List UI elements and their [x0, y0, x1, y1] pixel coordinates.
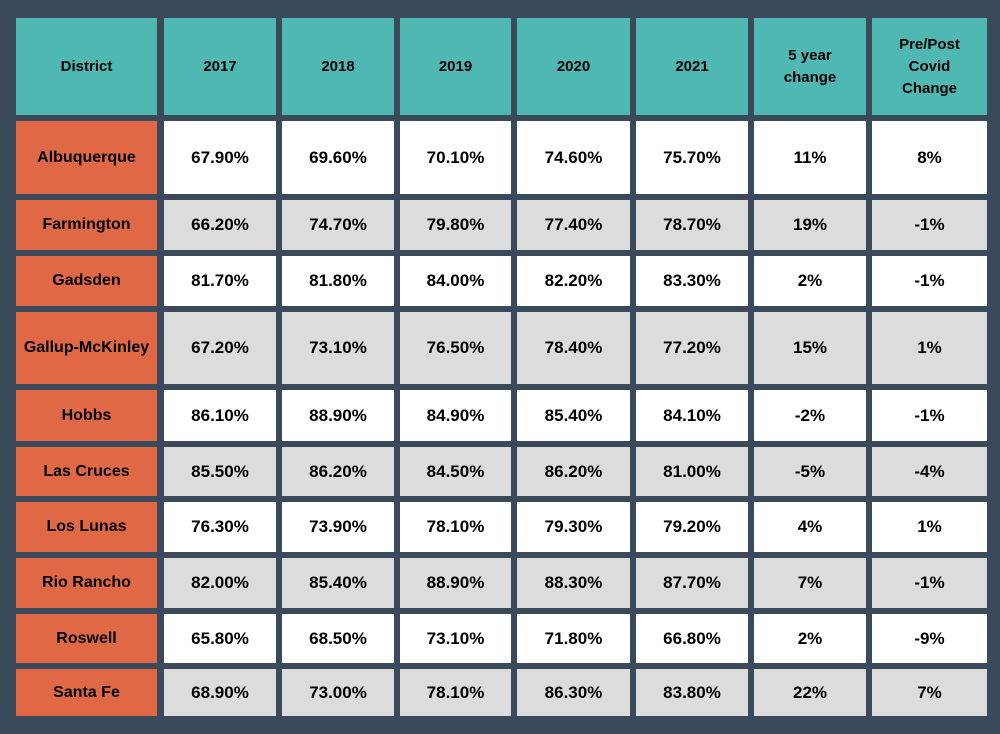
value-cell: 81.80% — [282, 256, 394, 306]
value-cell: 78.10% — [400, 502, 511, 552]
value-cell: 79.80% — [400, 200, 511, 250]
value-cell: 85.40% — [282, 558, 394, 608]
header-cell: Pre/Post Covid Change — [872, 18, 987, 115]
value-cell: 86.30% — [517, 669, 630, 716]
value-cell: 78.40% — [517, 312, 630, 384]
value-cell: 87.70% — [636, 558, 748, 608]
value-cell: 78.70% — [636, 200, 748, 250]
value-cell: 11% — [754, 121, 866, 194]
value-cell: 66.20% — [164, 200, 276, 250]
value-cell: 84.90% — [400, 390, 511, 441]
value-cell: 81.70% — [164, 256, 276, 306]
value-cell: 68.90% — [164, 669, 276, 716]
value-cell: 7% — [872, 669, 987, 716]
value-cell: 67.20% — [164, 312, 276, 384]
value-cell: 75.70% — [636, 121, 748, 194]
value-cell: 88.90% — [400, 558, 511, 608]
value-cell: 77.20% — [636, 312, 748, 384]
value-cell: -1% — [872, 256, 987, 306]
value-cell: 84.00% — [400, 256, 511, 306]
header-cell: 2020 — [517, 18, 630, 115]
value-cell: 88.90% — [282, 390, 394, 441]
value-cell: 66.80% — [636, 614, 748, 663]
value-cell: 74.60% — [517, 121, 630, 194]
value-cell: 74.70% — [282, 200, 394, 250]
header-cell: 2019 — [400, 18, 511, 115]
district-cell: Roswell — [16, 614, 157, 663]
value-cell: -1% — [872, 558, 987, 608]
value-cell: 67.90% — [164, 121, 276, 194]
value-cell: 76.50% — [400, 312, 511, 384]
value-cell: 1% — [872, 312, 987, 384]
header-cell: District — [16, 18, 157, 115]
header-cell: 2018 — [282, 18, 394, 115]
value-cell: -5% — [754, 447, 866, 496]
value-cell: -1% — [872, 390, 987, 441]
district-cell: Albuquerque — [16, 121, 157, 194]
value-cell: 73.90% — [282, 502, 394, 552]
value-cell: 79.30% — [517, 502, 630, 552]
value-cell: 83.80% — [636, 669, 748, 716]
value-cell: 88.30% — [517, 558, 630, 608]
value-cell: 81.00% — [636, 447, 748, 496]
value-cell: 85.50% — [164, 447, 276, 496]
value-cell: 22% — [754, 669, 866, 716]
value-cell: 79.20% — [636, 502, 748, 552]
value-cell: 19% — [754, 200, 866, 250]
value-cell: 76.30% — [164, 502, 276, 552]
value-cell: 71.80% — [517, 614, 630, 663]
value-cell: 85.40% — [517, 390, 630, 441]
district-cell: Las Cruces — [16, 447, 157, 496]
district-cell: Los Lunas — [16, 502, 157, 552]
value-cell: 1% — [872, 502, 987, 552]
value-cell: 70.10% — [400, 121, 511, 194]
value-cell: 78.10% — [400, 669, 511, 716]
district-cell: Farmington — [16, 200, 157, 250]
value-cell: 86.20% — [517, 447, 630, 496]
value-cell: 65.80% — [164, 614, 276, 663]
district-cell: Gadsden — [16, 256, 157, 306]
value-cell: 86.20% — [282, 447, 394, 496]
value-cell: 4% — [754, 502, 866, 552]
value-cell: 2% — [754, 256, 866, 306]
value-cell: 69.60% — [282, 121, 394, 194]
value-cell: 82.00% — [164, 558, 276, 608]
header-cell: 2017 — [164, 18, 276, 115]
value-cell: 82.20% — [517, 256, 630, 306]
value-cell: 73.10% — [282, 312, 394, 384]
value-cell: 68.50% — [282, 614, 394, 663]
value-cell: 73.10% — [400, 614, 511, 663]
value-cell: 8% — [872, 121, 987, 194]
district-cell: Santa Fe — [16, 669, 157, 716]
district-cell: Gallup-McKinley — [16, 312, 157, 384]
value-cell: 73.00% — [282, 669, 394, 716]
district-cell: Hobbs — [16, 390, 157, 441]
value-cell: -2% — [754, 390, 866, 441]
value-cell: 84.10% — [636, 390, 748, 441]
district-cell: Rio Rancho — [16, 558, 157, 608]
value-cell: -4% — [872, 447, 987, 496]
value-cell: -9% — [872, 614, 987, 663]
value-cell: 86.10% — [164, 390, 276, 441]
value-cell: 77.40% — [517, 200, 630, 250]
value-cell: 7% — [754, 558, 866, 608]
value-cell: 84.50% — [400, 447, 511, 496]
header-cell: 2021 — [636, 18, 748, 115]
value-cell: -1% — [872, 200, 987, 250]
header-cell: 5 year change — [754, 18, 866, 115]
value-cell: 83.30% — [636, 256, 748, 306]
value-cell: 2% — [754, 614, 866, 663]
value-cell: 15% — [754, 312, 866, 384]
